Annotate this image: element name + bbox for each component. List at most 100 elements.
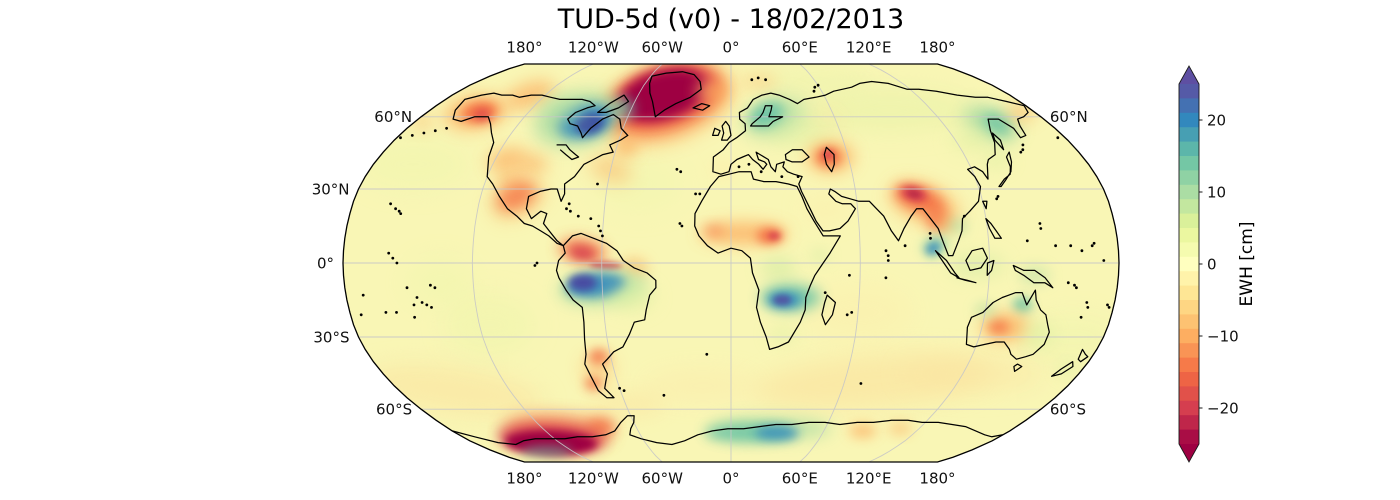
island-dot bbox=[601, 234, 604, 238]
colorbar-axis-label: EWH [cm] bbox=[1237, 221, 1257, 307]
island-dot bbox=[391, 256, 395, 260]
colorbar-band bbox=[1179, 400, 1199, 416]
island-dot bbox=[425, 303, 429, 307]
anomaly-east-antarctica-warm-1 bbox=[848, 423, 877, 438]
island-dot bbox=[884, 249, 888, 253]
island-dot bbox=[756, 76, 760, 80]
island-dot bbox=[405, 286, 409, 290]
anomaly-new-guinea-green bbox=[1019, 267, 1050, 284]
lon-tick-label-bottom: 0° bbox=[722, 469, 739, 487]
island-dot bbox=[565, 207, 568, 211]
anomaly-chad-red bbox=[767, 231, 780, 240]
coastline-sakhalin bbox=[991, 132, 1005, 151]
colorbar-extend-max bbox=[1179, 66, 1199, 84]
coastline-greenland bbox=[648, 71, 702, 118]
anomaly-north-pacific-green bbox=[358, 139, 469, 190]
coastline-borneo bbox=[965, 247, 989, 272]
anomaly-horn-green bbox=[810, 248, 829, 263]
lat-tick-label-left: 60°N bbox=[374, 108, 412, 126]
anomaly-amur-green bbox=[950, 128, 991, 153]
anomaly-ross-teal bbox=[520, 445, 573, 458]
island-dot bbox=[662, 393, 666, 397]
colorbar-band bbox=[1179, 213, 1199, 229]
coastline-new-zealand-south bbox=[1050, 361, 1074, 377]
island-dot bbox=[1086, 306, 1090, 309]
island-dot bbox=[395, 311, 398, 314]
anomaly-south-pacific-green-1 bbox=[444, 294, 535, 355]
coastline-philippines bbox=[985, 217, 1003, 239]
lon-tick-label-top: 180° bbox=[506, 38, 542, 56]
map-boundary bbox=[342, 63, 1120, 463]
anomaly-greenland-ne-warm bbox=[695, 80, 728, 103]
island-dot bbox=[750, 78, 754, 82]
island-dot bbox=[996, 195, 1000, 198]
island-dot bbox=[850, 311, 854, 314]
island-dot bbox=[576, 214, 580, 218]
island-dot bbox=[813, 85, 817, 89]
island-dot bbox=[399, 212, 403, 216]
anomaly-hudson-nw-ext bbox=[542, 100, 583, 125]
lon-tick-label-top: 180° bbox=[919, 38, 955, 56]
anomaly-mexico-warm bbox=[497, 182, 535, 211]
island-dot bbox=[433, 129, 437, 133]
island-dot bbox=[812, 89, 816, 93]
island-dot bbox=[928, 232, 932, 235]
colorbar-tick-label: −10 bbox=[1207, 327, 1239, 345]
island-dot bbox=[759, 170, 763, 174]
coastline-eurasia bbox=[712, 80, 1029, 257]
island-dot bbox=[1073, 283, 1076, 287]
island-dot bbox=[884, 276, 888, 280]
island-dot bbox=[1090, 244, 1094, 248]
coastline-baltic-sea bbox=[749, 105, 784, 127]
lon-tick-label-bottom: 180° bbox=[506, 469, 542, 487]
lon-tick-label-bottom: 60°W bbox=[641, 469, 683, 487]
island-dot bbox=[420, 301, 424, 304]
anomaly-newfoundland-warm bbox=[614, 138, 639, 157]
colorbar-band bbox=[1179, 199, 1199, 215]
island-dot bbox=[1025, 239, 1029, 243]
island-dot bbox=[410, 134, 414, 137]
anomaly-zambezi-core-indigo bbox=[773, 295, 792, 305]
lon-tick-label-bottom: 120°E bbox=[846, 469, 892, 487]
lon-tick-label-top: 120°E bbox=[846, 38, 892, 56]
island-dot bbox=[698, 192, 702, 196]
lat-tick-label-left: 60°S bbox=[376, 400, 412, 418]
anomaly-east-antarctica-blue bbox=[754, 425, 799, 440]
island-dot bbox=[903, 244, 907, 248]
anomaly-bering-warm bbox=[1007, 103, 1036, 122]
island-dot bbox=[1079, 315, 1083, 319]
anomaly-brazil-green bbox=[610, 283, 655, 312]
island-dot bbox=[618, 386, 621, 390]
coastline-layer bbox=[359, 71, 1111, 446]
island-dot bbox=[433, 286, 437, 290]
island-dot bbox=[1056, 136, 1060, 140]
gridline-meridian--60 bbox=[601, 64, 663, 462]
lat-tick-label-left: 30°N bbox=[312, 180, 350, 198]
anomaly-south-pacific-green-2 bbox=[406, 257, 476, 308]
colorbar-band bbox=[1179, 429, 1199, 445]
lat-tick-label-right: 60°S bbox=[1050, 400, 1086, 418]
island-dot bbox=[533, 264, 537, 267]
coastline-caspian-sea bbox=[823, 146, 835, 173]
anomaly-arabia-warm bbox=[800, 194, 851, 223]
colorbar-band bbox=[1179, 184, 1199, 200]
coastline-ireland bbox=[711, 127, 721, 137]
colorbar-band bbox=[1179, 357, 1199, 373]
island-dot bbox=[599, 229, 602, 233]
anomaly-us-central-warm bbox=[516, 154, 549, 175]
island-dot bbox=[422, 131, 426, 135]
island-dot bbox=[859, 382, 863, 385]
coastline-north-america bbox=[452, 92, 629, 247]
colorbar-band bbox=[1179, 242, 1199, 258]
coastline-africa bbox=[694, 171, 841, 351]
island-dot bbox=[1039, 227, 1043, 230]
lon-tick-label-top: 60°W bbox=[641, 38, 683, 56]
anomaly-congo-green bbox=[760, 256, 797, 279]
island-dot bbox=[535, 261, 539, 265]
island-dot bbox=[694, 192, 697, 196]
figure-title: TUD-5d (v0) - 18/02/2013 bbox=[557, 4, 905, 35]
island-dot bbox=[848, 273, 851, 277]
anomaly-greenland-core bbox=[620, 69, 706, 121]
island-dot bbox=[679, 170, 683, 174]
